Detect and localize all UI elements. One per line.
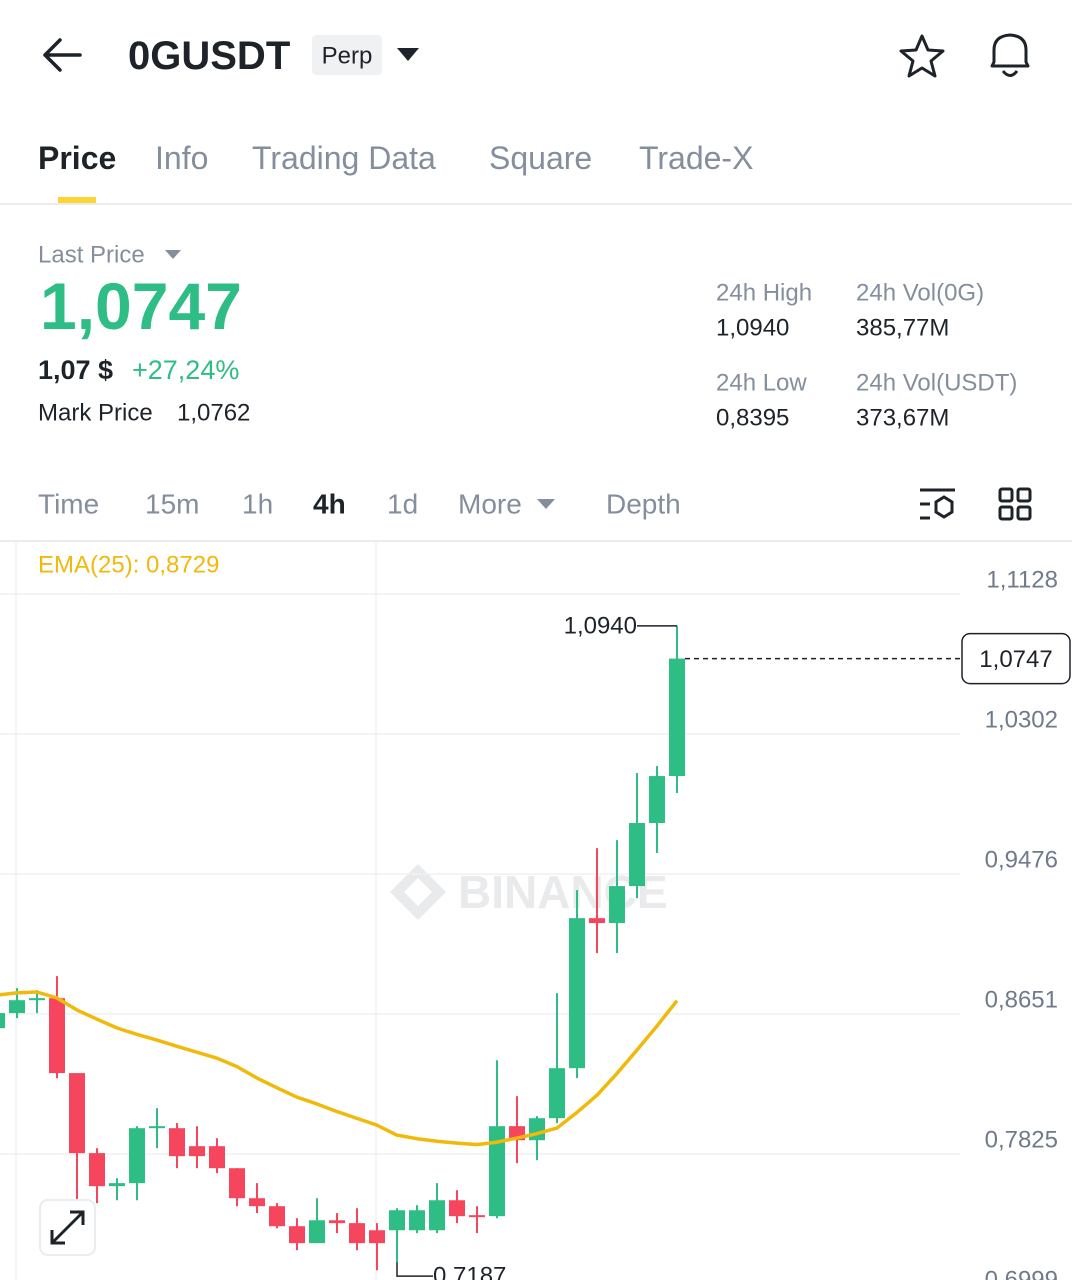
fiat-price: 1,07 $ bbox=[38, 355, 113, 385]
candle-body bbox=[429, 1200, 445, 1231]
candle-body bbox=[289, 1226, 305, 1244]
mark-price: 1,0762 bbox=[177, 400, 250, 427]
candle-body bbox=[169, 1128, 185, 1157]
candle-body bbox=[309, 1220, 325, 1244]
candle-body bbox=[329, 1220, 345, 1224]
candle-body bbox=[669, 658, 685, 777]
candle-body bbox=[389, 1210, 405, 1231]
dropdown-icon bbox=[537, 499, 555, 509]
interval[interactable]: Time bbox=[38, 489, 99, 520]
interval[interactable]: 15m bbox=[145, 489, 199, 520]
stat-value: 0,8395 bbox=[716, 405, 789, 432]
interval[interactable]: More bbox=[458, 489, 522, 520]
layout-cell bbox=[998, 487, 1014, 503]
layout-cell bbox=[998, 505, 1014, 521]
candle-body bbox=[0, 1013, 5, 1029]
candle-body bbox=[9, 1000, 25, 1014]
tab[interactable]: Info bbox=[155, 140, 208, 176]
back-icon bbox=[43, 38, 82, 72]
y-tick-label: 0,8651 bbox=[985, 986, 1058, 1013]
layout-cell bbox=[1016, 487, 1032, 503]
last-price-label[interactable]: Last Price bbox=[38, 242, 145, 269]
badge-bg bbox=[312, 35, 382, 75]
layout-button[interactable] bbox=[998, 487, 1032, 521]
interval[interactable]: 1d bbox=[387, 489, 418, 520]
candle-body bbox=[129, 1128, 145, 1184]
indicator-label: EMA(25): 0,8729 bbox=[38, 552, 219, 579]
last-price-label: 1,0747 bbox=[979, 646, 1052, 673]
stat-label: 24h Low bbox=[716, 370, 807, 397]
candle-body bbox=[269, 1206, 285, 1227]
tab[interactable]: Square bbox=[489, 140, 592, 176]
candle-body bbox=[89, 1153, 105, 1187]
candle-body bbox=[649, 776, 665, 824]
stat-label: 24h Vol(USDT) bbox=[856, 370, 1017, 397]
candle-body bbox=[349, 1223, 365, 1244]
dropdown-icon bbox=[165, 250, 181, 259]
y-tick-label: 0,9476 bbox=[985, 847, 1058, 874]
candle-body bbox=[609, 886, 625, 924]
candle-body bbox=[469, 1215, 485, 1218]
last-price-box bbox=[961, 632, 1071, 685]
watermark-logo bbox=[390, 864, 446, 920]
candle-body bbox=[229, 1168, 245, 1199]
favorite-star[interactable] bbox=[899, 34, 945, 78]
annotation-line bbox=[396, 1262, 433, 1277]
candle-body bbox=[69, 1073, 85, 1154]
y-tick-label: 0,6999 bbox=[985, 1267, 1058, 1280]
candle-body bbox=[449, 1200, 465, 1217]
candle-body bbox=[549, 1068, 565, 1119]
stat-value: 385,77M bbox=[856, 315, 949, 342]
indicator-settings[interactable] bbox=[920, 488, 955, 520]
annotation-label: 0,7187 bbox=[433, 1263, 506, 1280]
candle-body bbox=[49, 998, 65, 1074]
stat-label: 24h Vol(0G) bbox=[856, 280, 984, 307]
candle-body bbox=[209, 1146, 225, 1169]
candle-body bbox=[489, 1126, 505, 1217]
interval[interactable]: Depth bbox=[606, 489, 681, 520]
candle-body bbox=[629, 823, 645, 887]
mark-price-label: Mark Price bbox=[38, 400, 153, 427]
tab-indicator bbox=[58, 197, 96, 203]
candlestick-chart: 1,1128 1,0302 0,9476 0,8651 0,7825 0,6999 1,09… bbox=[0, 566, 1071, 1280]
candle-body bbox=[409, 1210, 425, 1231]
y-tick-label: 1,0302 bbox=[985, 707, 1058, 734]
candle-body bbox=[589, 918, 605, 924]
stat-value: 373,67M bbox=[856, 405, 949, 432]
candle-body bbox=[189, 1146, 205, 1157]
layout-cell bbox=[1016, 505, 1032, 521]
expand-button[interactable] bbox=[39, 1199, 96, 1256]
candle-body bbox=[149, 1126, 165, 1129]
symbol-dropdown[interactable] bbox=[397, 48, 419, 61]
interval[interactable]: 4h bbox=[313, 489, 346, 520]
candle-body bbox=[569, 918, 585, 1069]
y-tick-label: 1,1128 bbox=[986, 566, 1058, 593]
back-button[interactable] bbox=[43, 38, 82, 72]
candle-body bbox=[529, 1118, 545, 1141]
alert-bell[interactable] bbox=[990, 33, 1030, 77]
annotation-label: 1,0940 bbox=[564, 612, 637, 639]
tab[interactable]: Price bbox=[38, 140, 116, 176]
candle-body bbox=[29, 998, 45, 1001]
stat-value: 1,0940 bbox=[716, 315, 789, 342]
stat-label: 24h High bbox=[716, 280, 812, 307]
candle-body bbox=[249, 1198, 265, 1207]
settings-lines bbox=[920, 488, 955, 520]
interval[interactable]: 1h bbox=[242, 489, 273, 520]
tab[interactable]: Trade-X bbox=[639, 140, 753, 176]
symbol-title[interactable]: 0GUSDT bbox=[128, 34, 290, 78]
tab[interactable]: Trading Data bbox=[252, 140, 436, 176]
price-change: +27,24% bbox=[132, 355, 239, 385]
ema-line bbox=[0, 990, 679, 1147]
candle-body bbox=[109, 1183, 125, 1187]
expand-icon bbox=[50, 1210, 85, 1245]
settings-hex bbox=[934, 495, 954, 519]
badge: Perp bbox=[322, 43, 373, 70]
y-tick-label: 0,7825 bbox=[985, 1126, 1058, 1153]
candle-body bbox=[369, 1230, 385, 1244]
last-price: 1,0747 bbox=[40, 269, 242, 343]
